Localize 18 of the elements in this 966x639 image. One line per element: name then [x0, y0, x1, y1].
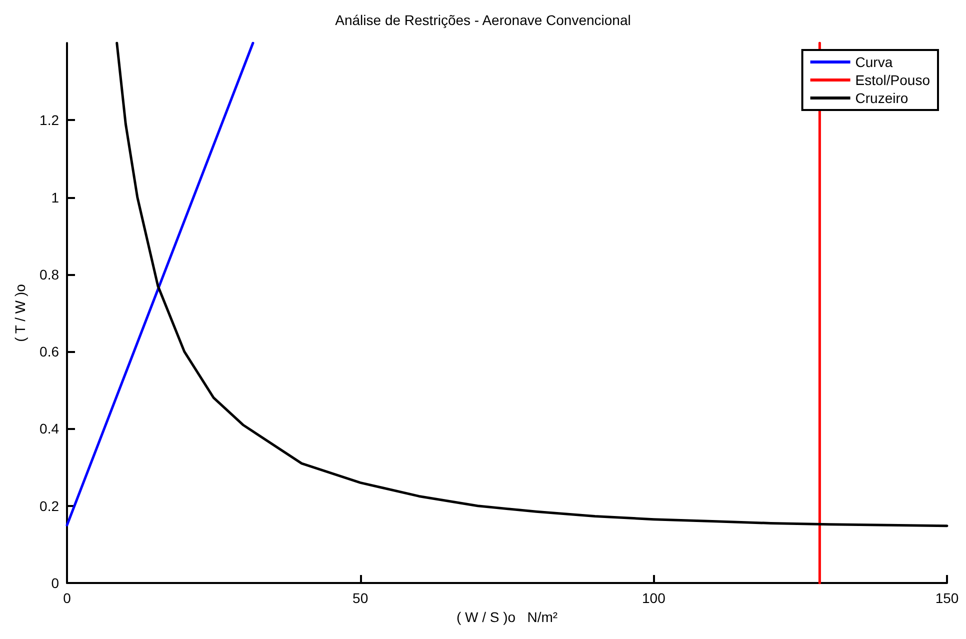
y-tick-label: 0.2 — [40, 498, 60, 514]
x-axis-title: ( W / S )o N/m² — [456, 608, 558, 625]
x-tick-label: 100 — [642, 590, 666, 606]
y-tick-label: 0.8 — [40, 266, 60, 282]
y-tick-label: 1 — [51, 189, 60, 206]
x-tick-label: 0 — [63, 590, 72, 606]
legend-label: Estol/Pouso — [855, 72, 930, 88]
legend-label: Curva — [855, 54, 893, 70]
y-axis-title: ( T / W )o — [12, 284, 28, 342]
x-tick-label: 150 — [935, 590, 959, 606]
chart-title: Análise de Restrições - Aeronave Convencional — [335, 12, 631, 28]
y-tick-label: 0 — [51, 575, 60, 591]
line-series — [116, 42, 948, 528]
y-tick-label: 1.2 — [40, 112, 60, 128]
y-tick-label: 0.4 — [40, 420, 60, 437]
legend-label: Cruzeiro — [855, 90, 908, 106]
x-tick-label: 50 — [352, 590, 368, 606]
y-tick-label: 0.6 — [40, 344, 60, 360]
